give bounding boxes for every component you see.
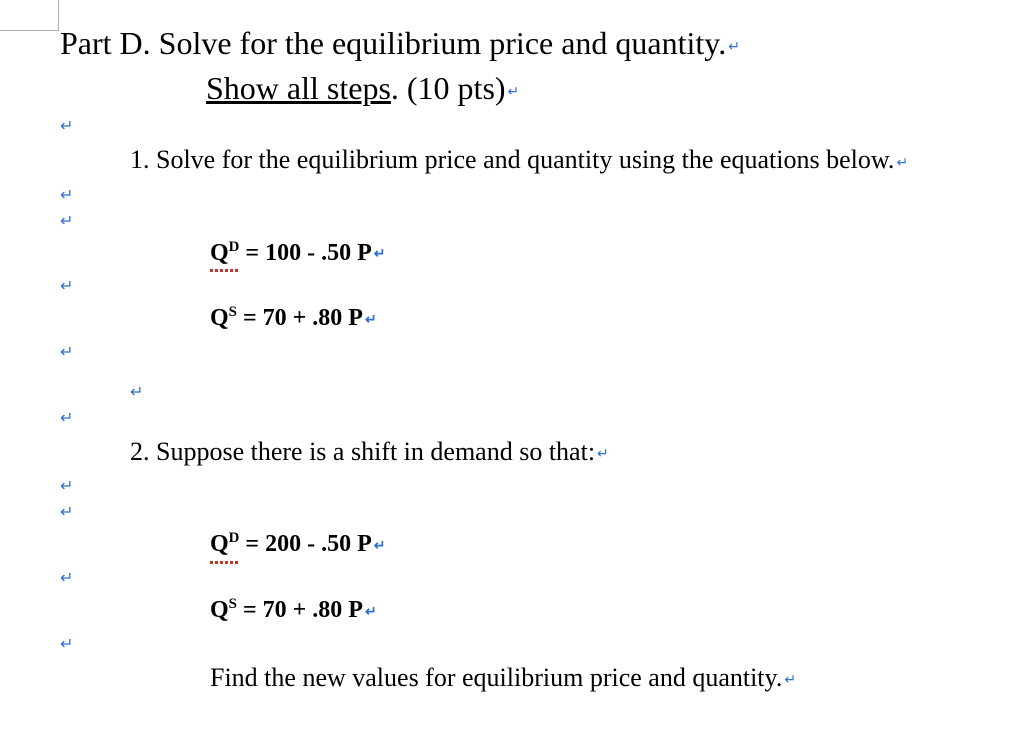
paragraph-mark-icon: ↵	[60, 187, 73, 204]
document-page: Part D. Solve for the equilibrium price …	[60, 20, 994, 698]
problem-2-followup: Find the new values for equilibrium pric…	[210, 660, 994, 696]
paragraph-mark-icon: ↵	[60, 118, 73, 135]
paragraph-mark-icon: ↵	[60, 344, 73, 361]
title-underlined: Show all steps	[206, 70, 391, 106]
paragraph-mark-icon: ↵	[506, 83, 520, 99]
proof-underline-span: QD	[210, 237, 239, 271]
empty-paragraph: ↵	[60, 211, 994, 231]
paragraph-mark-icon: ↵	[130, 384, 143, 401]
empty-paragraph: ↵	[60, 634, 994, 654]
paragraph-mark-icon: ↵	[363, 603, 377, 619]
equation-rhs: = 70 + .80 P	[237, 597, 363, 623]
problem-2-prompt: 2. Suppose there is a shift in demand so…	[130, 434, 994, 470]
paragraph-mark-icon: ↵	[60, 410, 73, 427]
equation-qd-1: QD = 100 - .50 P↵	[210, 237, 994, 271]
empty-paragraph: ↵	[60, 502, 994, 522]
empty-paragraph: ↵	[60, 276, 994, 296]
empty-paragraph: ↵	[60, 408, 994, 428]
paragraph-mark-icon: ↵	[595, 445, 609, 461]
paragraph-mark-icon: ↵	[372, 245, 386, 261]
problem-1-prompt: 1. Solve for the equilibrium price and q…	[130, 142, 994, 178]
empty-paragraph: ↵	[60, 476, 994, 496]
followup-text: Find the new values for equilibrium pric…	[210, 663, 782, 692]
paragraph-mark-icon: ↵	[60, 570, 73, 587]
paragraph-mark-icon: ↵	[372, 537, 386, 553]
paragraph-mark-icon: ↵	[363, 311, 377, 327]
title-line-1: Part D. Solve for the equilibrium price …	[60, 22, 994, 65]
ruler-tab	[0, 0, 59, 31]
paragraph-mark-icon: ↵	[60, 213, 73, 230]
equation-qs-1: QS = 70 + .80 P↵	[210, 302, 994, 336]
paragraph-mark-icon: ↵	[726, 38, 740, 54]
equation-rhs: = 100 - .50 P	[239, 240, 371, 266]
problem-number: 1.	[130, 145, 150, 174]
problem-number: 2.	[130, 437, 150, 466]
paragraph-mark-icon: ↵	[60, 478, 73, 495]
paragraph-mark-icon: ↵	[60, 504, 73, 521]
equation-qs-2: QS = 70 + .80 P↵	[210, 594, 994, 628]
empty-paragraph: ↵	[60, 185, 994, 205]
empty-paragraph: ↵	[60, 568, 994, 588]
paragraph-mark-icon: ↵	[894, 154, 908, 170]
proof-underline-span: QD	[210, 528, 239, 562]
title-suffix: . (10 pts)	[391, 70, 506, 106]
empty-paragraph: ↵	[60, 342, 994, 362]
empty-paragraph: ↵	[60, 116, 994, 136]
problem-text: Solve for the equilibrium price and quan…	[156, 145, 894, 174]
paragraph-mark-icon: ↵	[60, 278, 73, 295]
empty-paragraph: ↵	[130, 382, 994, 402]
equation-rhs: = 70 + .80 P	[237, 305, 363, 331]
equation-qd-2: QD = 200 - .50 P↵	[210, 528, 994, 562]
title-text-1: Part D. Solve for the equilibrium price …	[60, 25, 726, 61]
equation-rhs: = 200 - .50 P	[239, 531, 371, 557]
problem-text: Suppose there is a shift in demand so th…	[156, 437, 595, 466]
paragraph-mark-icon: ↵	[60, 636, 73, 653]
paragraph-mark-icon: ↵	[782, 671, 796, 687]
title-line-2: Show all steps. (10 pts)↵	[206, 67, 994, 110]
